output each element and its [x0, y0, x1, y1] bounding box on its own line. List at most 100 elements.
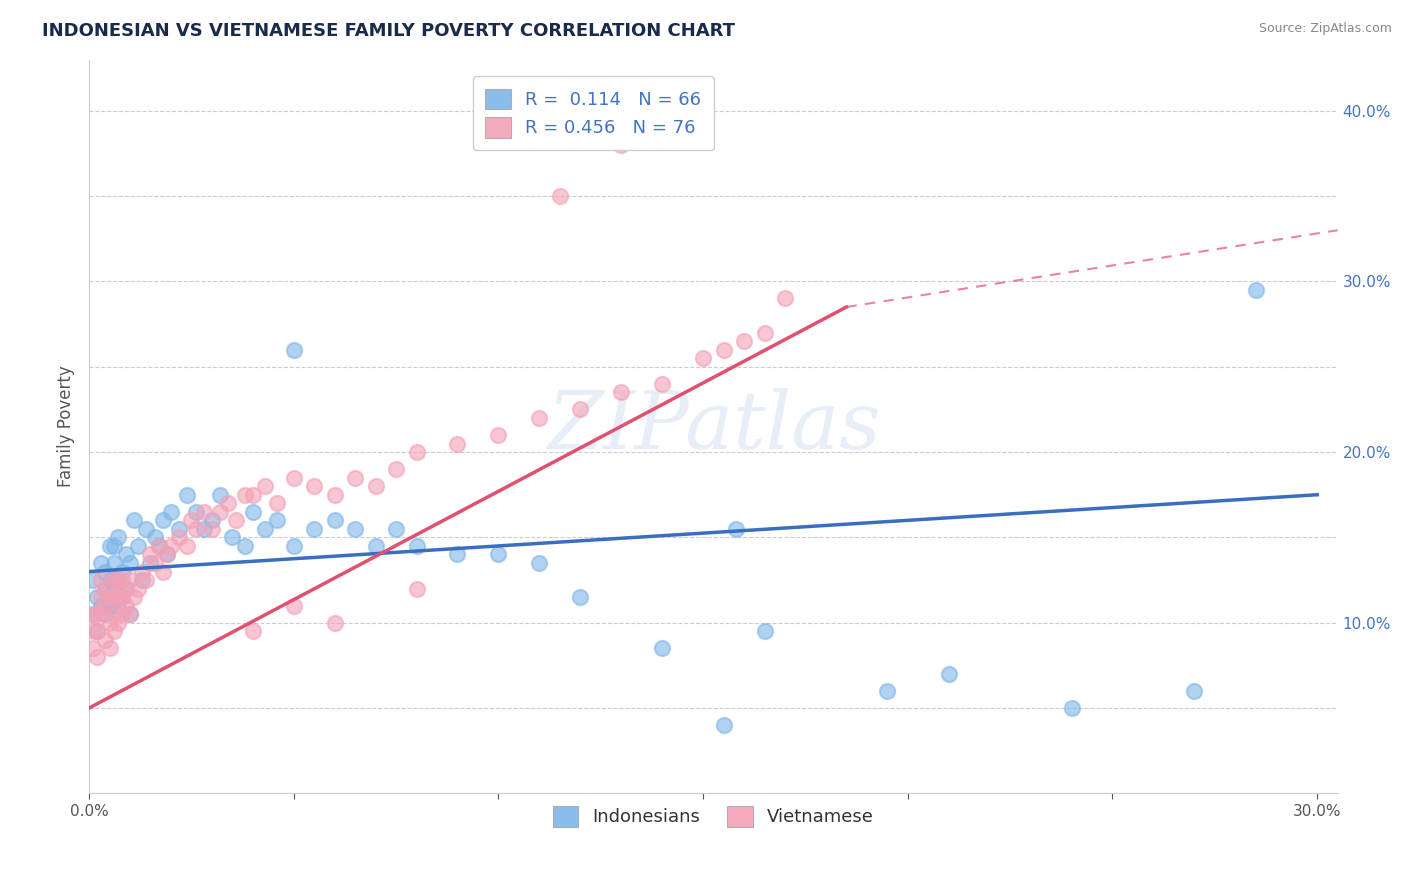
Point — [773, 292, 796, 306]
Point — [283, 599, 305, 613]
Point — [209, 488, 232, 502]
Point — [176, 539, 198, 553]
Point — [98, 599, 121, 613]
Point — [86, 590, 108, 604]
Point — [118, 607, 141, 622]
Point — [107, 573, 129, 587]
Point — [156, 548, 179, 562]
Point — [115, 599, 138, 613]
Point — [713, 343, 735, 357]
Point — [724, 522, 747, 536]
Point — [692, 351, 714, 366]
Point — [139, 556, 162, 570]
Point — [98, 539, 121, 553]
Point — [82, 624, 104, 639]
Point — [323, 488, 346, 502]
Point — [111, 573, 134, 587]
Point — [94, 582, 117, 596]
Point — [111, 590, 134, 604]
Point — [148, 539, 170, 553]
Point — [148, 539, 170, 553]
Point — [90, 607, 112, 622]
Point — [405, 445, 427, 459]
Point — [98, 573, 121, 587]
Point — [610, 385, 633, 400]
Point — [323, 513, 346, 527]
Point — [221, 530, 243, 544]
Point — [86, 624, 108, 639]
Point — [364, 479, 387, 493]
Point — [103, 590, 125, 604]
Point — [283, 343, 305, 357]
Point — [209, 505, 232, 519]
Point — [139, 548, 162, 562]
Point — [156, 548, 179, 562]
Y-axis label: Family Poverty: Family Poverty — [58, 366, 75, 487]
Point — [111, 607, 134, 622]
Point — [548, 189, 571, 203]
Point — [233, 488, 256, 502]
Point — [115, 582, 138, 596]
Point — [266, 496, 288, 510]
Point — [98, 590, 121, 604]
Point — [90, 599, 112, 613]
Point — [107, 573, 129, 587]
Point — [103, 556, 125, 570]
Point — [135, 522, 157, 536]
Point — [344, 522, 367, 536]
Point — [754, 326, 776, 340]
Point — [82, 607, 104, 622]
Point — [283, 471, 305, 485]
Point — [184, 522, 207, 536]
Point — [118, 556, 141, 570]
Point — [344, 471, 367, 485]
Point — [131, 573, 153, 587]
Point — [446, 548, 468, 562]
Point — [143, 530, 166, 544]
Point — [176, 488, 198, 502]
Point — [115, 582, 138, 596]
Point — [569, 590, 592, 604]
Point — [107, 590, 129, 604]
Point — [1182, 684, 1205, 698]
Point — [98, 615, 121, 630]
Point — [103, 624, 125, 639]
Point — [103, 573, 125, 587]
Point — [302, 522, 325, 536]
Point — [127, 582, 149, 596]
Point — [90, 556, 112, 570]
Point — [86, 607, 108, 622]
Point — [754, 624, 776, 639]
Point — [385, 462, 408, 476]
Point — [152, 513, 174, 527]
Point — [160, 505, 183, 519]
Point — [82, 607, 104, 622]
Point — [217, 496, 239, 510]
Point — [111, 590, 134, 604]
Point — [1244, 283, 1267, 297]
Point — [143, 556, 166, 570]
Point — [135, 573, 157, 587]
Point — [610, 137, 633, 152]
Point — [529, 556, 551, 570]
Text: INDONESIAN VS VIETNAMESE FAMILY POVERTY CORRELATION CHART: INDONESIAN VS VIETNAMESE FAMILY POVERTY … — [42, 22, 735, 40]
Point — [127, 539, 149, 553]
Text: ZIPatlas: ZIPatlas — [547, 388, 880, 466]
Point — [111, 565, 134, 579]
Point — [107, 599, 129, 613]
Point — [302, 479, 325, 493]
Point — [94, 632, 117, 647]
Point — [242, 488, 264, 502]
Point — [938, 666, 960, 681]
Point — [446, 436, 468, 450]
Point — [115, 548, 138, 562]
Point — [82, 641, 104, 656]
Point — [103, 539, 125, 553]
Point — [152, 565, 174, 579]
Point — [733, 334, 755, 348]
Point — [254, 479, 277, 493]
Point — [122, 590, 145, 604]
Point — [107, 615, 129, 630]
Point — [94, 599, 117, 613]
Point — [651, 641, 673, 656]
